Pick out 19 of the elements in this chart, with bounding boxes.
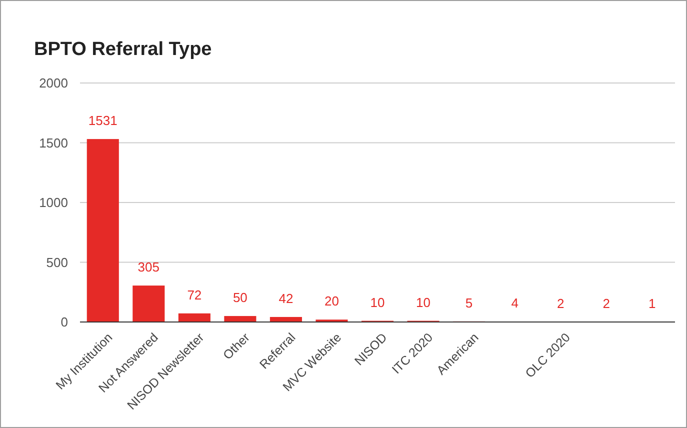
data-label: 305 — [138, 260, 160, 275]
data-label: 10 — [416, 294, 431, 310]
y-tick-label: 1500 — [39, 135, 68, 150]
data-label: 20 — [324, 294, 339, 309]
data-label: 1 — [648, 296, 656, 311]
data-label: 2 — [556, 296, 564, 311]
chart-title: BPTO Referral Type — [34, 39, 212, 60]
y-tick-label: 500 — [46, 254, 68, 270]
data-label: 50 — [232, 290, 248, 306]
y-tick-label: 1000 — [39, 195, 68, 210]
data-label: 4 — [511, 296, 518, 311]
data-label: 42 — [278, 290, 294, 306]
data-label: 72 — [187, 287, 202, 302]
data-label: 5 — [465, 295, 473, 310]
data-label: 1531 — [88, 113, 118, 128]
data-label: 10 — [370, 294, 385, 310]
y-tick-label: 0 — [60, 314, 68, 330]
data-label: 2 — [602, 296, 610, 311]
y-tick-label: 2000 — [39, 76, 68, 91]
